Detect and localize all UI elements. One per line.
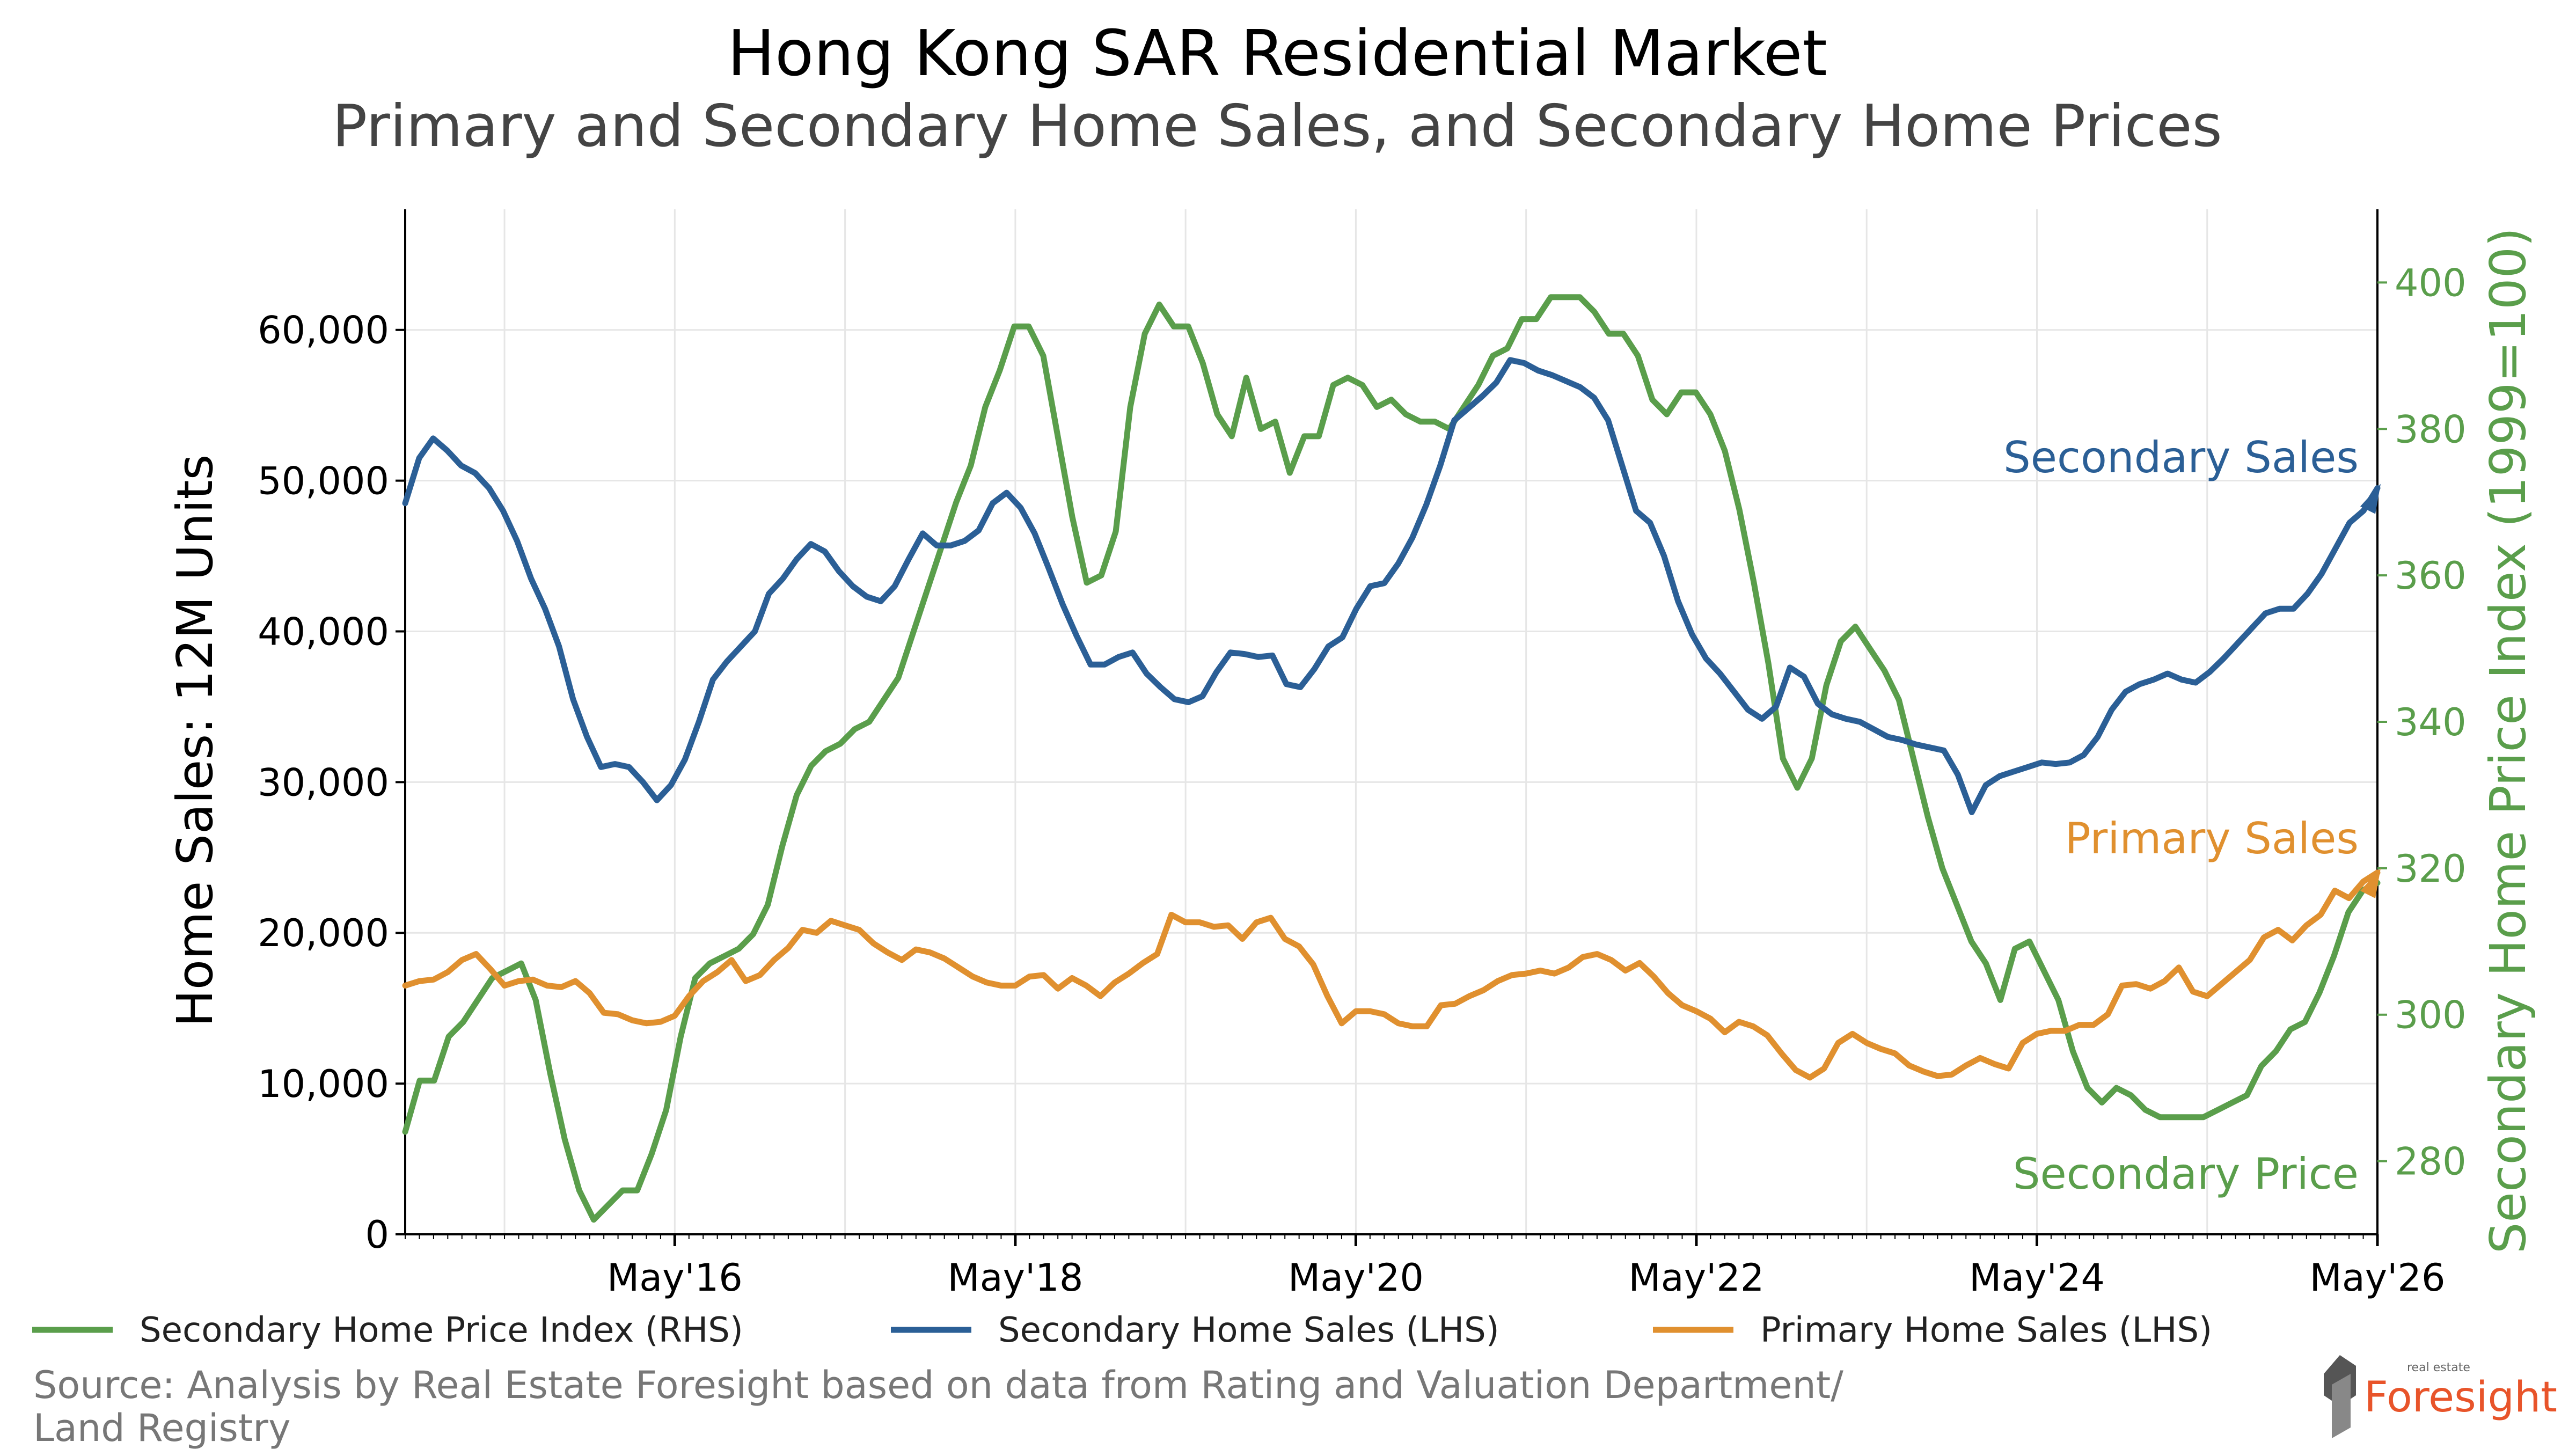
x-tick-label: May'22 xyxy=(1628,1256,1764,1300)
y-right-tick-label: 360 xyxy=(2395,554,2467,598)
series-end-arrow-icon xyxy=(2360,868,2381,898)
y-right-tick-label: 300 xyxy=(2395,993,2467,1037)
series-line-primary-home-sales-lhs xyxy=(402,869,2381,1081)
logo-big-text: Foresight xyxy=(2364,1373,2557,1422)
logo-mark-shadow-icon xyxy=(2332,1374,2351,1438)
series-end-arrow-icon xyxy=(2360,484,2381,514)
legend-label: Secondary Home Sales (LHS) xyxy=(998,1311,1499,1350)
y-right-tick-label: 320 xyxy=(2395,847,2467,891)
axes: 0 10,000 20,000 30,000 40,000 50,000 60,000 280… xyxy=(258,209,2467,1300)
logo-small-text: real estate xyxy=(2407,1361,2470,1374)
x-tick-label: May'16 xyxy=(607,1256,743,1300)
legend-label: Primary Home Sales (LHS) xyxy=(1760,1311,2212,1350)
y-left-tick-label: 0 xyxy=(365,1213,389,1257)
legend-label: Secondary Home Price Index (RHS) xyxy=(140,1311,743,1350)
y-left-tick-label: 60,000 xyxy=(258,309,389,353)
source-line-2: Land Registry xyxy=(33,1406,291,1449)
y-left-tick-label: 50,000 xyxy=(258,459,389,503)
x-tick-label: May'18 xyxy=(947,1256,1083,1300)
legend: Secondary Home Price Index (RHS) Secondar… xyxy=(32,1311,2212,1350)
y-left-tick-label: 30,000 xyxy=(258,760,389,804)
y-right-tick-label: 380 xyxy=(2395,407,2467,451)
y-axis-right-label: Secondary Home Price Index (1999=100) xyxy=(2479,228,2537,1254)
series-annotation-primary-home-sales-lhs: Primary Sales xyxy=(2065,814,2359,863)
chart-subtitle: Primary and Secondary Home Sales, and Se… xyxy=(332,93,2222,160)
y-right-tick-label: 400 xyxy=(2395,261,2467,305)
series-lines xyxy=(402,294,2381,1223)
series-annotation-secondary-home-sales-lhs: Secondary Sales xyxy=(2003,433,2359,482)
y-right-tick-label: 280 xyxy=(2395,1140,2467,1184)
x-tick-label: May'24 xyxy=(1969,1256,2105,1300)
x-tick-label: May'20 xyxy=(1288,1256,1424,1300)
y-right-tick-label: 340 xyxy=(2395,700,2467,744)
y-left-tick-label: 40,000 xyxy=(258,610,389,654)
y-left-tick-label: 10,000 xyxy=(258,1062,389,1106)
logo: real estate Foresight xyxy=(2324,1355,2557,1438)
x-tick-label: May'26 xyxy=(2309,1256,2445,1300)
chart-title: Hong Kong SAR Residential Market xyxy=(727,16,1827,90)
y-axis-left-label: Home Sales: 12M Units xyxy=(166,455,224,1027)
series-line-secondary-home-sales-lhs xyxy=(402,357,2381,815)
series-line-secondary-home-price-index-rhs xyxy=(402,294,2381,1223)
y-left-tick-label: 20,000 xyxy=(258,911,389,955)
series-annotation-secondary-home-price-index-rhs: Secondary Price xyxy=(2013,1149,2359,1199)
annotations: Secondary Price Secondary Sales Primary Sa… xyxy=(2003,433,2359,1199)
source-line-1: Source: Analysis by Real Estate Foresigh… xyxy=(33,1363,1843,1407)
